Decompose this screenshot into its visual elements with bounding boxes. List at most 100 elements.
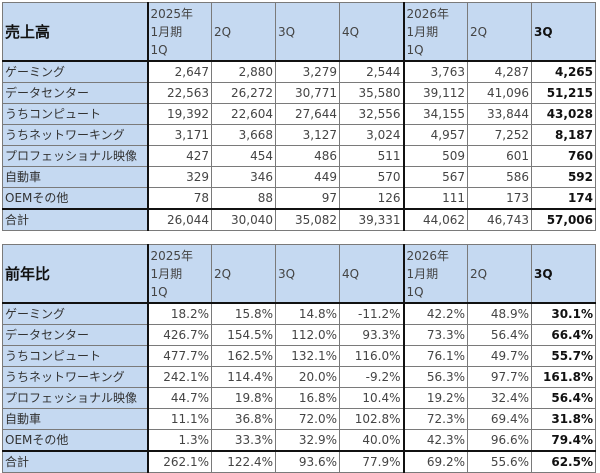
cell-value: 102.8% <box>339 408 404 430</box>
yoy-header-row: 前年比 2025年 1月期 1Q 2Q 3Q 4Q 2026年 1月期 1Q 2Q 3Q <box>2 244 596 304</box>
column-header: 2Q <box>211 2 276 62</box>
cell-value: 7,252 <box>467 124 532 146</box>
cell-value: 42.2% <box>402 302 468 325</box>
row-label: データセンター <box>2 324 149 346</box>
cell-value: 3,279 <box>275 60 340 83</box>
table-row: 自動車 329 346 449 570 567 586 592 <box>2 166 596 188</box>
cell-value: 56.4% <box>531 387 596 409</box>
cell-value: 16.8% <box>275 387 340 409</box>
yoy-table-title: 前年比 <box>2 244 149 304</box>
table-row: プロフェッショナル映像 44.7% 19.8% 16.8% 10.4% 19.2% 32.4… <box>2 387 596 409</box>
column-header: 3Q <box>531 2 596 62</box>
cell-value: 567 <box>402 166 468 188</box>
cell-value: 1.3% <box>147 429 212 452</box>
cell-value: 570 <box>339 166 404 188</box>
cell-value: 19.8% <box>211 387 276 409</box>
cell-value: 3,171 <box>147 124 212 146</box>
cell-value: 154.5% <box>211 324 276 346</box>
cell-value: 8,187 <box>531 124 596 146</box>
cell-value: 116.0% <box>339 345 404 367</box>
column-header: 3Q <box>275 2 340 62</box>
row-label: ゲーミング <box>2 60 149 83</box>
row-label: 合計 <box>2 208 149 231</box>
cell-value: 329 <box>147 166 212 188</box>
cell-value: 46,743 <box>467 208 532 231</box>
cell-value: 27,644 <box>275 103 340 125</box>
cell-value: 42.3% <box>402 429 468 452</box>
cell-value: 4,287 <box>467 60 532 83</box>
cell-value: 22,563 <box>147 82 212 104</box>
table-row: ゲーミング 2,647 2,880 3,279 2,544 3,763 4,287 4,265 <box>2 60 596 83</box>
row-label: 自動車 <box>2 166 149 188</box>
cell-value: 73.3% <box>402 324 468 346</box>
cell-value: 35,082 <box>275 208 340 231</box>
sales-header-row: 売上高 2025年 1月期 1Q 2Q 3Q 4Q 2026年 1月期 1Q 2Q 3Q <box>2 2 596 62</box>
cell-value: 30.1% <box>531 302 596 325</box>
cell-value: 19.2% <box>402 387 468 409</box>
cell-value: 49.7% <box>467 345 532 367</box>
cell-value: 454 <box>211 145 276 167</box>
row-label: うちネットワーキング <box>2 124 149 146</box>
cell-value: 760 <box>531 145 596 167</box>
row-label: うちネットワーキング <box>2 366 149 388</box>
cell-value: 20.0% <box>275 366 340 388</box>
cell-value: 14.8% <box>275 302 340 325</box>
cell-value: 55.6% <box>467 450 532 473</box>
cell-value: 586 <box>467 166 532 188</box>
cell-value: 56.3% <box>402 366 468 388</box>
cell-value: 72.0% <box>275 408 340 430</box>
cell-value: 18.2% <box>147 302 212 325</box>
cell-value: 26,272 <box>211 82 276 104</box>
cell-value: 79.4% <box>531 429 596 452</box>
cell-value: 511 <box>339 145 404 167</box>
cell-value: 15.8% <box>211 302 276 325</box>
table-row: データセンター 426.7% 154.5% 112.0% 93.3% 73.3% 56.4%… <box>2 324 596 346</box>
column-header: 2025年 1月期 1Q <box>147 244 212 304</box>
cell-value: 97.7% <box>467 366 532 388</box>
cell-value: 97 <box>275 187 340 210</box>
cell-value: 2,880 <box>211 60 276 83</box>
cell-value: 55.7% <box>531 345 596 367</box>
cell-value: 162.5% <box>211 345 276 367</box>
cell-value: 33,844 <box>467 103 532 125</box>
cell-value: 4,957 <box>402 124 468 146</box>
table-row: OEMその他 78 88 97 126 111 173 174 <box>2 187 596 210</box>
cell-value: 126 <box>339 187 404 210</box>
column-header: 2026年 1月期 1Q <box>402 244 468 304</box>
row-label: データセンター <box>2 82 149 104</box>
column-header: 3Q <box>531 244 596 304</box>
row-label: 合計 <box>2 450 149 473</box>
cell-value: 427 <box>147 145 212 167</box>
table-row: プロフェッショナル映像 427 454 486 511 509 601 760 <box>2 145 596 167</box>
cell-value: 93.6% <box>275 450 340 473</box>
table-row: データセンター 22,563 26,272 30,771 35,580 39,112 41,… <box>2 82 596 104</box>
table-row: 合計 262.1% 122.4% 93.6% 77.9% 69.2% 55.6% 62.5% <box>2 450 596 473</box>
cell-value: 32.4% <box>467 387 532 409</box>
table-row: 合計 26,044 30,040 35,082 39,331 44,062 46,743 57… <box>2 208 596 231</box>
column-header: 2Q <box>467 244 532 304</box>
cell-value: 2,647 <box>147 60 212 83</box>
column-header: 2026年 1月期 1Q <box>402 2 468 62</box>
sales-table: 売上高 2025年 1月期 1Q 2Q 3Q 4Q 2026年 1月期 1Q 2Q 3Q ゲーミング 2,… <box>2 2 596 231</box>
cell-value: 4,265 <box>531 60 596 83</box>
cell-value: 346 <box>211 166 276 188</box>
column-header: 3Q <box>275 244 340 304</box>
table-row: うちネットワーキング 242.1% 114.4% 20.0% -9.2% 56.3% 97.… <box>2 366 596 388</box>
cell-value: 39,112 <box>402 82 468 104</box>
table-row: 自動車 11.1% 36.8% 72.0% 102.8% 72.3% 69.4% 31.8% <box>2 408 596 430</box>
cell-value: -11.2% <box>339 302 404 325</box>
table-row: うちコンピュート 477.7% 162.5% 132.1% 116.0% 76.1% 49.… <box>2 345 596 367</box>
cell-value: 592 <box>531 166 596 188</box>
table-row: ゲーミング 18.2% 15.8% 14.8% -11.2% 42.2% 48.9% 30.1… <box>2 302 596 325</box>
cell-value: 3,763 <box>402 60 468 83</box>
cell-value: 31.8% <box>531 408 596 430</box>
cell-value: 3,668 <box>211 124 276 146</box>
cell-value: 32,556 <box>339 103 404 125</box>
cell-value: -9.2% <box>339 366 404 388</box>
cell-value: 112.0% <box>275 324 340 346</box>
column-header: 4Q <box>339 244 404 304</box>
row-label: 自動車 <box>2 408 149 430</box>
cell-value: 111 <box>402 187 468 210</box>
cell-value: 36.8% <box>211 408 276 430</box>
cell-value: 601 <box>467 145 532 167</box>
